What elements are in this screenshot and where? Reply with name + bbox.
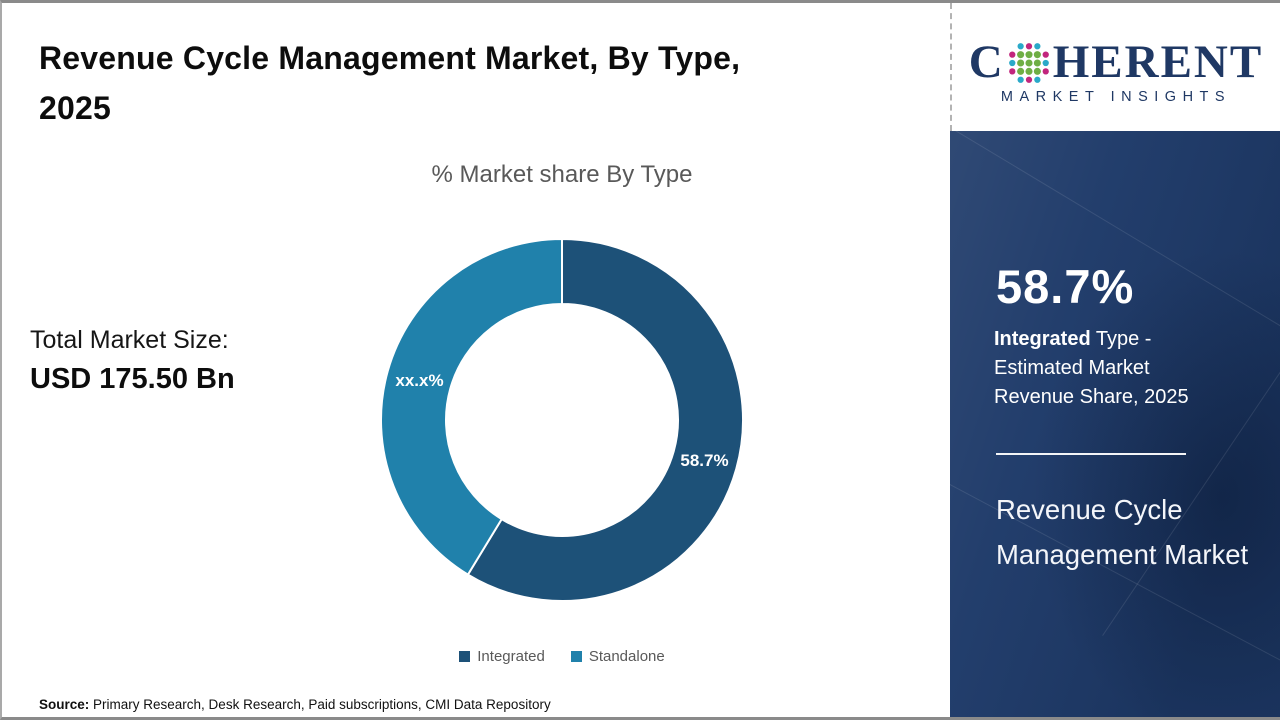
chart-legend: Integrated Standalone <box>332 648 792 665</box>
total-market-size-block: Total Market Size: USD 175.50 Bn <box>30 326 235 396</box>
donut-chart: 58.7% xx.x% <box>375 233 749 607</box>
donut-slice-integrated <box>466 237 744 602</box>
panel-stat-segment-name: Integrated <box>994 328 1091 350</box>
source-text: Primary Research, Desk Research, Paid su… <box>93 697 551 712</box>
panel-stat-value: 58.7% <box>996 260 1135 313</box>
logo-subtitle: MARKET INSIGHTS <box>1000 89 1232 105</box>
logo-letter-c: C <box>968 36 1005 88</box>
panel-divider <box>996 453 1186 455</box>
legend-item-standalone: Standalone <box>570 648 665 665</box>
chart-title: % Market share By Type <box>431 161 693 188</box>
panel-market-name: Revenue Cycle Management Market <box>996 494 1249 570</box>
logo-letters-herent: HERENT <box>1052 36 1264 88</box>
legend-swatch-integrated <box>459 651 471 662</box>
source-line: Source: Primary Research, Desk Research,… <box>39 697 551 712</box>
slice-label-integrated: 58.7% <box>680 451 728 470</box>
total-market-size-value: USD 175.50 Bn <box>30 363 235 395</box>
highlight-panel: 58.7% Integrated Type - Estimated Market… <box>950 131 1280 717</box>
page-title-line1: Revenue Cycle Management Market, By Type… <box>39 40 741 76</box>
legend-label-standalone: Standalone <box>588 648 665 665</box>
source-label: Source: <box>39 697 90 712</box>
page-title-line2: 2025 <box>39 90 111 126</box>
legend-swatch-standalone <box>570 651 582 662</box>
panel-stat-description: Integrated Type - Estimated Market Reven… <box>994 325 1230 412</box>
legend-item-integrated: Integrated <box>459 648 545 665</box>
slice-label-standalone: xx.x% <box>395 371 443 390</box>
panel-stat-rest: Type - Estimated Market Revenue Share, 2… <box>994 328 1189 408</box>
coherent-globe-icon <box>1008 42 1049 83</box>
donut-slice-standalone <box>380 237 563 576</box>
total-market-size-label: Total Market Size: <box>30 326 229 354</box>
coherent-logo: C HERENT MARKET INSIGHTS <box>950 3 1280 131</box>
page-title: Revenue Cycle Management Market, By Type… <box>39 33 899 133</box>
coherent-logo-wordmark: C HERENT <box>969 39 1263 86</box>
donut-chart-svg: 58.7% xx.x% <box>380 237 744 602</box>
legend-label-integrated: Integrated <box>477 648 545 665</box>
